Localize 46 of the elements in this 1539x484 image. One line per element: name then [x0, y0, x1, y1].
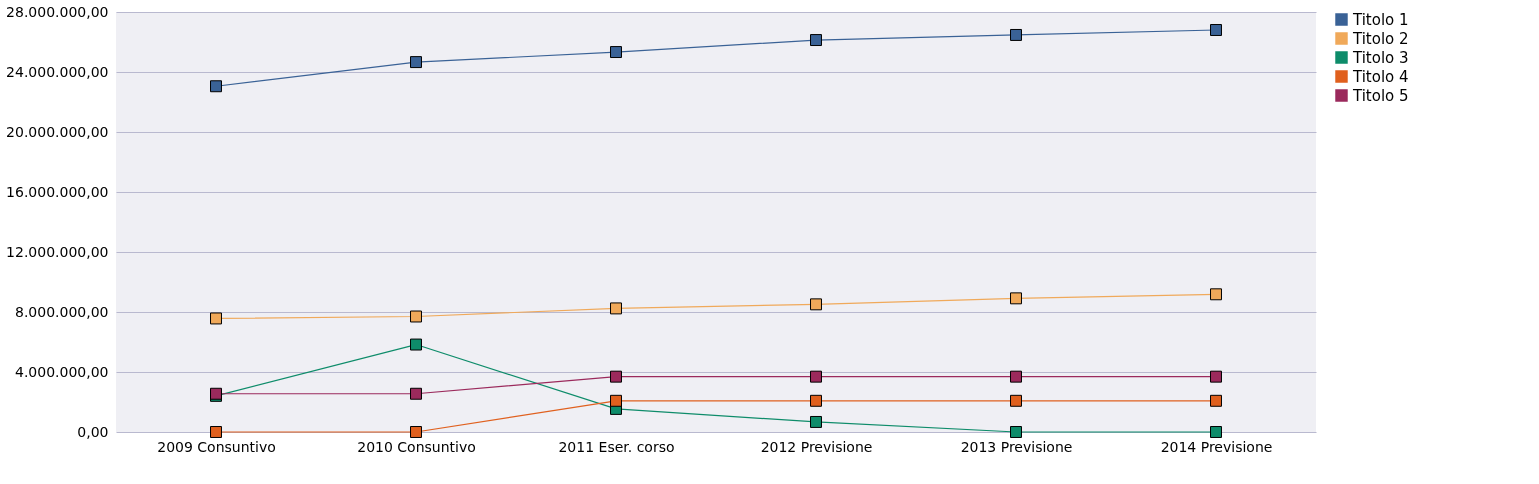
point	[610, 46, 622, 59]
point	[810, 415, 822, 428]
y-tick-label: 16.000.000,00	[6, 183, 109, 200]
point	[410, 338, 422, 351]
point	[810, 298, 822, 311]
point	[1010, 394, 1022, 407]
point	[810, 394, 822, 407]
y-tick-label: 28.000.000,00	[6, 3, 109, 20]
y-tick-label: 4.000.000,00	[14, 363, 109, 380]
point	[810, 34, 822, 47]
x-tick-label: 2010 Consuntivo	[357, 438, 476, 455]
point	[610, 394, 622, 407]
point	[210, 80, 222, 93]
point	[1010, 28, 1022, 41]
point	[1210, 426, 1222, 438]
point	[410, 426, 422, 438]
x-tick-label: 2011 Eser. corso	[558, 438, 675, 455]
point	[1010, 370, 1022, 383]
legend-label: Titolo 3	[1352, 48, 1409, 67]
point	[1210, 288, 1222, 301]
point	[410, 387, 422, 400]
legend-label: Titolo 5	[1352, 86, 1409, 105]
x-tick-label: 2012 Previsione	[760, 438, 873, 455]
point	[210, 312, 222, 325]
legend-label: Titolo 4	[1352, 67, 1409, 86]
y-tick-label: 0,00	[77, 423, 109, 440]
y-tick-label: 20.000.000,00	[6, 123, 109, 140]
point	[1010, 292, 1022, 305]
point	[810, 370, 822, 383]
point	[210, 426, 222, 438]
y-tick-label: 8.000.000,00	[14, 303, 109, 320]
legend-label: Titolo 1	[1352, 10, 1409, 29]
point	[610, 370, 622, 383]
point	[1210, 370, 1222, 383]
point	[410, 310, 422, 323]
y-tick-label: 24.000.000,00	[6, 63, 109, 80]
x-tick-label: 2014 Previsione	[1160, 438, 1273, 455]
point	[1210, 24, 1222, 36]
x-tick-label: 2009 Consuntivo	[157, 438, 276, 455]
legend-label: Titolo 2	[1352, 29, 1409, 48]
x-tick-label: 2013 Previsione	[960, 438, 1073, 455]
point	[610, 302, 622, 315]
y-tick-label: 12.000.000,00	[6, 243, 109, 260]
point	[410, 56, 422, 69]
point	[1210, 394, 1222, 407]
point	[1010, 426, 1022, 438]
